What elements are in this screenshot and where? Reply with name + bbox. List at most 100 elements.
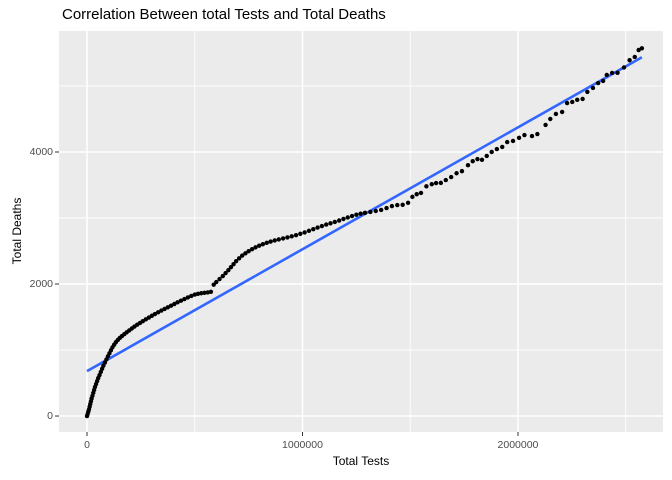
data-point — [302, 230, 307, 235]
data-point — [323, 222, 329, 227]
data-point — [443, 177, 448, 183]
data-point — [368, 209, 373, 215]
data-point — [535, 131, 540, 137]
data-point — [223, 270, 228, 276]
data-point — [159, 308, 164, 313]
data-point — [470, 159, 475, 164]
data-point — [208, 289, 214, 294]
data-point — [332, 219, 338, 225]
data-point — [175, 300, 180, 305]
data-point — [522, 132, 527, 138]
x-axis-title: Total Tests — [332, 454, 390, 468]
data-point — [433, 180, 439, 186]
data-point — [358, 211, 363, 216]
panel-background — [59, 31, 663, 432]
data-point — [168, 303, 174, 308]
y-axis-title: Total Deaths — [10, 197, 24, 265]
data-point — [454, 171, 459, 176]
data-point — [246, 249, 251, 254]
data-point — [162, 306, 167, 312]
data-point — [389, 203, 395, 209]
data-point — [438, 180, 444, 186]
data-point — [400, 202, 405, 207]
data-point — [559, 109, 565, 115]
data-point — [306, 228, 312, 234]
data-point — [253, 245, 258, 250]
data-point — [564, 100, 570, 106]
data-point — [233, 259, 239, 264]
data-point — [298, 231, 303, 237]
data-point — [264, 240, 269, 246]
data-point — [609, 70, 615, 76]
data-point — [172, 301, 177, 307]
data-point — [289, 234, 294, 239]
data-point — [231, 262, 236, 267]
data-point — [484, 153, 489, 159]
data-point — [228, 264, 234, 270]
data-point — [226, 267, 231, 273]
data-point — [418, 190, 424, 196]
data-point — [341, 216, 346, 222]
data-point — [249, 247, 255, 252]
data-point — [575, 97, 580, 103]
data-point — [336, 218, 342, 223]
data-point — [410, 194, 415, 200]
data-point — [285, 235, 290, 240]
x-tick-label: 1000000 — [282, 439, 323, 451]
data-point — [615, 70, 620, 75]
data-point — [202, 290, 207, 296]
data-point — [479, 157, 485, 162]
data-point — [448, 174, 454, 180]
data-point — [239, 253, 245, 258]
data-point — [405, 200, 411, 206]
data-point — [349, 213, 355, 219]
data-point — [505, 139, 510, 145]
data-point — [543, 122, 548, 128]
data-point — [585, 89, 590, 95]
data-point — [293, 232, 299, 238]
data-point — [345, 215, 350, 220]
data-point — [236, 256, 242, 261]
data-point — [195, 291, 201, 296]
data-point — [570, 99, 575, 105]
x-tick-label: 2000000 — [497, 439, 539, 451]
data-point — [328, 221, 333, 226]
data-point — [529, 133, 535, 139]
data-point — [580, 96, 585, 102]
data-point — [373, 208, 378, 214]
data-point — [429, 181, 434, 187]
data-point — [632, 54, 637, 60]
data-point — [600, 78, 606, 84]
data-point — [548, 116, 553, 122]
data-point — [639, 46, 645, 51]
data-point — [636, 47, 641, 53]
chart-title: Correlation Between total Tests and Tota… — [62, 6, 386, 23]
data-point — [414, 192, 419, 197]
data-point — [214, 279, 219, 285]
data-point — [260, 242, 266, 247]
data-point — [516, 135, 522, 141]
data-point — [199, 291, 204, 296]
data-point — [378, 207, 384, 213]
data-point — [315, 225, 320, 230]
data-point — [152, 311, 158, 317]
data-point — [627, 58, 632, 63]
data-point — [354, 212, 359, 217]
data-point — [475, 156, 480, 162]
y-tick-label: 2000 — [29, 278, 53, 290]
data-point — [182, 296, 187, 302]
x-tick-label: 0 — [84, 439, 90, 451]
data-point — [217, 276, 222, 282]
data-point — [189, 293, 194, 299]
data-point — [272, 238, 277, 243]
data-point — [220, 273, 225, 279]
y-tick-label: 0 — [47, 410, 53, 423]
data-point — [489, 149, 494, 155]
data-point — [311, 227, 316, 232]
data-point — [268, 239, 273, 244]
data-point — [595, 80, 601, 86]
data-point — [243, 251, 248, 256]
data-point — [395, 202, 400, 208]
